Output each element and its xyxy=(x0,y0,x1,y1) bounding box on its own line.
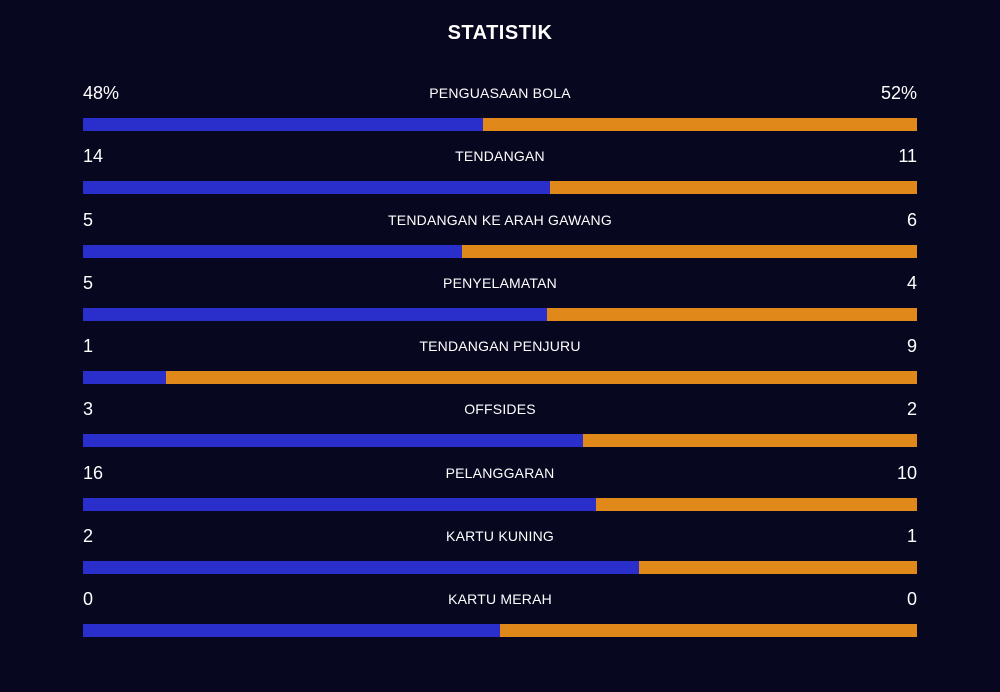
away-value: 0 xyxy=(906,589,917,610)
home-value: 48% xyxy=(83,83,120,103)
home-value: 5 xyxy=(83,209,94,230)
home-bar-fill xyxy=(83,244,463,258)
stat-label: KARTU KUNING xyxy=(446,528,554,545)
away-value: 4 xyxy=(906,272,917,293)
away-bar-fill xyxy=(583,434,917,448)
away-bar-fill xyxy=(595,497,917,511)
stat-row: 5 PENYELAMATAN 4 xyxy=(83,268,917,331)
home-bar-fill xyxy=(83,497,596,511)
stat-label: KARTU MERAH xyxy=(448,591,552,608)
stat-row: 5 TENDANGAN KE ARAH GAWANG 6 xyxy=(83,205,917,268)
home-bar-fill xyxy=(83,118,484,131)
away-value: 6 xyxy=(906,209,917,230)
away-value: 10 xyxy=(896,462,917,483)
comparison-bar xyxy=(83,434,917,448)
home-value: 3 xyxy=(83,399,94,420)
stat-row-header: 2 KARTU KUNING 1 xyxy=(83,521,917,561)
stat-row-header: 48% PENGUASAAN BOLA 52% xyxy=(83,78,917,118)
comparison-bar xyxy=(83,118,917,131)
comparison-bar xyxy=(83,624,917,638)
stat-row-header: 16 PELANGGARAN 10 xyxy=(83,458,917,498)
home-value: 16 xyxy=(83,462,104,483)
away-value: 52% xyxy=(880,83,917,103)
away-value: 11 xyxy=(898,146,917,167)
stat-label: PELANGGARAN xyxy=(445,464,555,481)
comparison-bar xyxy=(83,371,917,385)
stat-label: TENDANGAN KE ARAH GAWANG xyxy=(388,211,612,228)
away-bar-fill xyxy=(462,244,917,258)
comparison-bar xyxy=(83,244,917,258)
home-value: 1 xyxy=(83,336,94,357)
stat-row: 2 KARTU KUNING 1 xyxy=(83,521,917,584)
stats-list: 48% PENGUASAAN BOLA 52% 14 TENDANGAN 11 5 TENDA… xyxy=(83,78,917,648)
away-value: 1 xyxy=(906,526,917,547)
stat-row-header: 1 TENDANGAN PENJURU 9 xyxy=(83,331,917,371)
stat-label: TENDANGAN PENJURU xyxy=(419,338,581,355)
stat-row-header: 3 OFFSIDES 2 xyxy=(83,394,917,434)
home-value: 0 xyxy=(83,589,94,610)
away-bar-fill xyxy=(546,307,917,321)
comparison-bar xyxy=(83,561,917,575)
stat-row: 48% PENGUASAAN BOLA 52% xyxy=(83,78,917,141)
stat-row: 0 KARTU MERAH 0 xyxy=(83,584,917,647)
panel-title: STATISTIK xyxy=(447,22,553,44)
home-value: 5 xyxy=(83,272,94,293)
away-bar-fill xyxy=(166,371,917,385)
stat-row-header: 5 PENYELAMATAN 4 xyxy=(83,268,917,308)
home-bar-fill xyxy=(83,307,547,321)
stat-row: 3 OFFSIDES 2 xyxy=(83,394,917,457)
stat-row-header: 14 TENDANGAN 11 xyxy=(83,141,917,181)
home-bar-fill xyxy=(83,624,500,638)
away-bar-fill xyxy=(500,624,917,638)
comparison-bar xyxy=(83,181,917,195)
stat-label: OFFSIDES xyxy=(464,401,536,418)
comparison-bar xyxy=(83,497,917,511)
home-bar-fill xyxy=(83,181,551,195)
home-bar-fill xyxy=(83,434,584,448)
stat-row: 14 TENDANGAN 11 xyxy=(83,141,917,204)
away-bar-fill xyxy=(550,181,917,195)
comparison-bar xyxy=(83,307,917,321)
stat-row-header: 5 TENDANGAN KE ARAH GAWANG 6 xyxy=(83,205,917,245)
stat-row: 16 PELANGGARAN 10 xyxy=(83,458,917,521)
home-bar-fill xyxy=(83,371,167,385)
stat-label: TENDANGAN xyxy=(455,148,545,165)
stat-label: PENGUASAAN BOLA xyxy=(429,85,571,101)
away-value: 2 xyxy=(906,399,917,420)
away-bar-fill xyxy=(639,561,917,575)
stat-label: PENYELAMATAN xyxy=(443,274,557,291)
home-value: 14 xyxy=(83,146,104,167)
away-value: 9 xyxy=(906,336,917,357)
home-value: 2 xyxy=(83,526,94,547)
stat-row: 1 TENDANGAN PENJURU 9 xyxy=(83,331,917,394)
home-bar-fill xyxy=(83,561,640,575)
stat-row-header: 0 KARTU MERAH 0 xyxy=(83,584,917,624)
away-bar-fill xyxy=(483,118,917,131)
